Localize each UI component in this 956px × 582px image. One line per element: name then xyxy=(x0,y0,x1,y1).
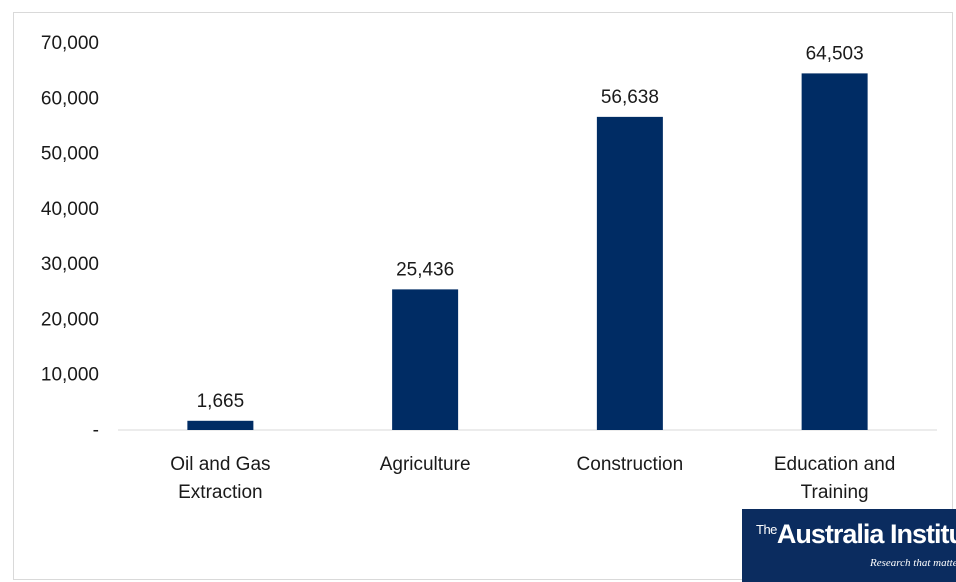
x-tick-label: Oil and Gas xyxy=(170,454,270,475)
y-axis-tick-labels: - 10,000 20,000 30,000 40,000 50,000 60,000 70,… xyxy=(41,33,99,441)
x-tick-label: Agriculture xyxy=(380,454,471,475)
bar xyxy=(801,73,868,430)
y-tick-label: 50,000 xyxy=(41,144,99,165)
bar-series xyxy=(187,73,868,430)
chart-frame xyxy=(13,12,953,580)
y-tick-label: 70,000 xyxy=(41,33,99,54)
data-labels: 1,665 25,436 56,638 64,503 xyxy=(197,43,864,411)
data-label: 56,638 xyxy=(601,87,659,108)
y-tick-label: 20,000 xyxy=(41,309,99,330)
y-tick-label: 10,000 xyxy=(41,365,99,386)
logo-the-text: The xyxy=(756,522,777,537)
x-tick-label: Construction xyxy=(577,454,684,475)
x-tick-label: Extraction xyxy=(178,482,262,503)
logo-wordmark: TheAustralia Institute xyxy=(756,519,956,550)
x-axis-category-labels: Oil and Gas Extraction Agriculture Construc… xyxy=(170,454,895,503)
x-tick-label: Training xyxy=(801,482,869,503)
australia-institute-logo: TheAustralia Institute Research that mat… xyxy=(742,509,956,582)
logo-tagline: Research that matters xyxy=(870,557,956,569)
y-tick-label: 60,000 xyxy=(41,88,99,109)
y-tick-label: 40,000 xyxy=(41,199,99,220)
bar xyxy=(187,420,254,430)
x-tick-label: Education and xyxy=(774,454,896,475)
data-label: 1,665 xyxy=(197,391,245,412)
y-tick-label: 30,000 xyxy=(41,254,99,275)
bar xyxy=(596,116,663,430)
y-tick-label: - xyxy=(93,420,99,441)
data-label: 25,436 xyxy=(396,259,454,280)
bar xyxy=(392,289,459,430)
data-label: 64,503 xyxy=(806,43,864,64)
logo-name-text: Australia Institute xyxy=(776,519,956,549)
